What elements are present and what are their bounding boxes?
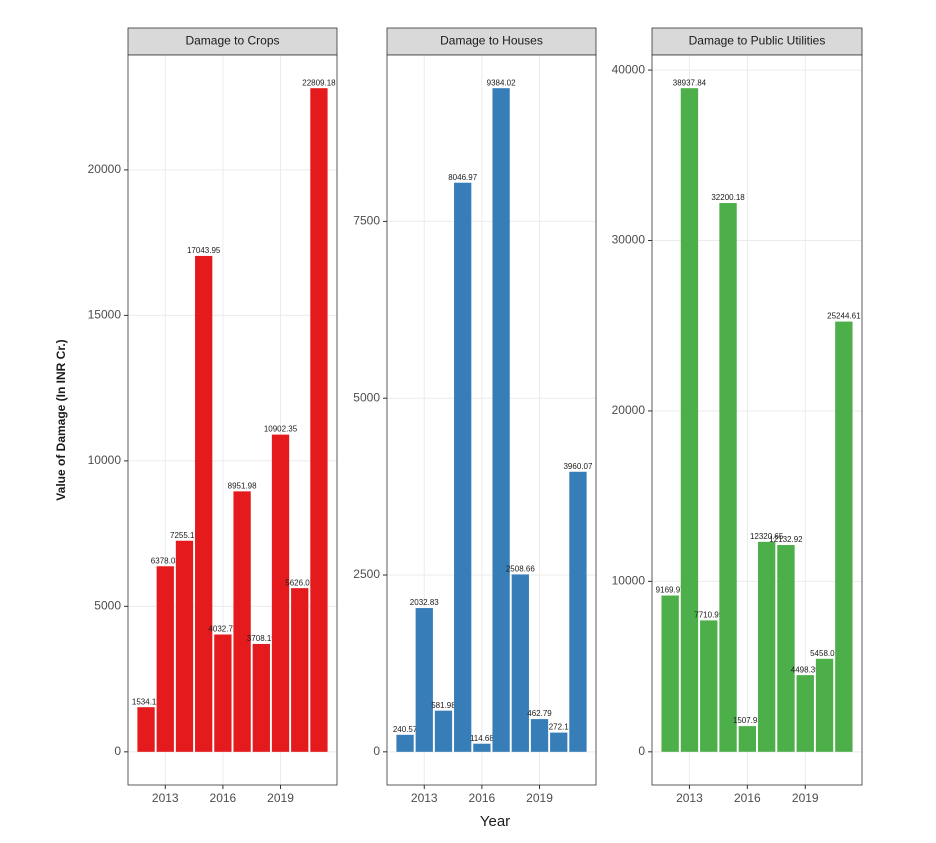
- bar: [661, 595, 679, 752]
- strip: [127, 27, 338, 56]
- value-label: 114.68: [470, 734, 494, 743]
- value-label: 5458.01: [810, 649, 839, 658]
- bar: [530, 719, 549, 752]
- value-label: 7710.95: [694, 611, 723, 620]
- bar: [569, 471, 587, 752]
- bar: [680, 88, 699, 752]
- value-label: 7255.15: [170, 531, 199, 540]
- bar: [271, 434, 290, 752]
- y-tick-label: 7500: [353, 214, 380, 228]
- y-tick-label: 30000: [612, 233, 646, 247]
- y-tick-label: 10000: [612, 574, 646, 588]
- value-label: 9384.02: [487, 78, 516, 87]
- value-label: 8046.97: [448, 173, 477, 182]
- bar: [511, 574, 529, 752]
- y-axis-title: Value of Damage (In INR Cr.): [54, 339, 68, 500]
- bar: [815, 658, 834, 752]
- bar: [156, 566, 174, 752]
- bar: [310, 88, 328, 752]
- x-tick-label: 2013: [152, 791, 179, 805]
- x-tick-label: 2016: [469, 791, 496, 805]
- y-tick-label: 15000: [88, 308, 122, 322]
- x-tick-label: 2013: [676, 791, 703, 805]
- bar: [396, 734, 414, 752]
- value-label: 5626.02: [285, 578, 314, 587]
- bar: [415, 608, 433, 752]
- panel-border: [651, 54, 863, 786]
- x-tick-label: 2019: [526, 791, 553, 805]
- bar: [137, 707, 155, 752]
- value-label: 25244.61: [827, 312, 861, 321]
- x-tick-label: 2019: [792, 791, 819, 805]
- value-label: 462.79: [527, 709, 552, 718]
- value-label: 3960.07: [563, 462, 592, 471]
- bar: [291, 588, 309, 752]
- bar: [233, 491, 251, 752]
- value-label: 581.98: [431, 701, 456, 710]
- value-label: 4032.72: [208, 625, 237, 634]
- value-label: 272.1: [549, 723, 570, 732]
- bar: [473, 743, 491, 752]
- value-label: 22809.18: [302, 78, 336, 87]
- x-axis-title: Year: [480, 813, 510, 830]
- bar: [454, 182, 472, 752]
- y-tick-label: 5000: [94, 599, 121, 613]
- bar: [550, 732, 568, 752]
- panel-border: [386, 54, 597, 786]
- panel-title: Damage to Houses: [440, 34, 543, 48]
- bar: [738, 726, 757, 752]
- value-label: 32200.18: [711, 193, 745, 202]
- y-tick-label: 10000: [88, 453, 122, 467]
- value-label: 10902.35: [264, 425, 298, 434]
- bar: [195, 255, 213, 752]
- value-label: 9169.97: [656, 586, 685, 595]
- panel-title: Damage to Crops: [185, 34, 279, 48]
- bar: [719, 203, 737, 752]
- y-tick-label: 2500: [353, 567, 380, 581]
- value-label: 240.57: [393, 725, 418, 734]
- value-label: 6378.03: [151, 556, 180, 565]
- value-label: 17043.95: [187, 246, 221, 255]
- bar: [835, 321, 853, 752]
- value-label: 12320.65: [750, 532, 784, 541]
- y-tick-label: 5000: [353, 390, 380, 404]
- value-label: 4498.39: [791, 665, 820, 674]
- bar: [777, 545, 795, 752]
- value-label: 2508.66: [506, 565, 535, 574]
- x-tick-label: 2019: [267, 791, 294, 805]
- bar: [434, 710, 453, 752]
- value-label: 8951.98: [228, 481, 257, 490]
- bar: [175, 540, 194, 752]
- bar: [214, 634, 232, 752]
- y-tick-label: 0: [373, 744, 380, 758]
- y-tick-label: 0: [638, 744, 645, 758]
- y-tick-label: 20000: [612, 403, 646, 417]
- x-tick-label: 2016: [734, 791, 761, 805]
- panel-title: Damage to Public Utilities: [689, 34, 826, 48]
- value-label: 2032.83: [410, 598, 439, 607]
- value-label: 38937.84: [673, 78, 707, 87]
- x-tick-label: 2013: [411, 791, 438, 805]
- bar: [492, 88, 510, 752]
- y-tick-label: 0: [114, 744, 121, 758]
- bar: [796, 675, 814, 752]
- value-label: 3708.19: [247, 634, 276, 643]
- bar: [757, 541, 776, 752]
- strip: [651, 27, 863, 56]
- value-label: 12132.92: [769, 535, 803, 544]
- y-tick-label: 40000: [612, 62, 646, 76]
- value-label: 1507.93: [733, 716, 762, 725]
- bar: [252, 643, 270, 752]
- y-tick-label: 20000: [88, 162, 122, 176]
- panel-border: [127, 54, 338, 786]
- value-label: 1534.11: [132, 697, 161, 706]
- x-tick-label: 2016: [210, 791, 237, 805]
- bar: [700, 620, 718, 752]
